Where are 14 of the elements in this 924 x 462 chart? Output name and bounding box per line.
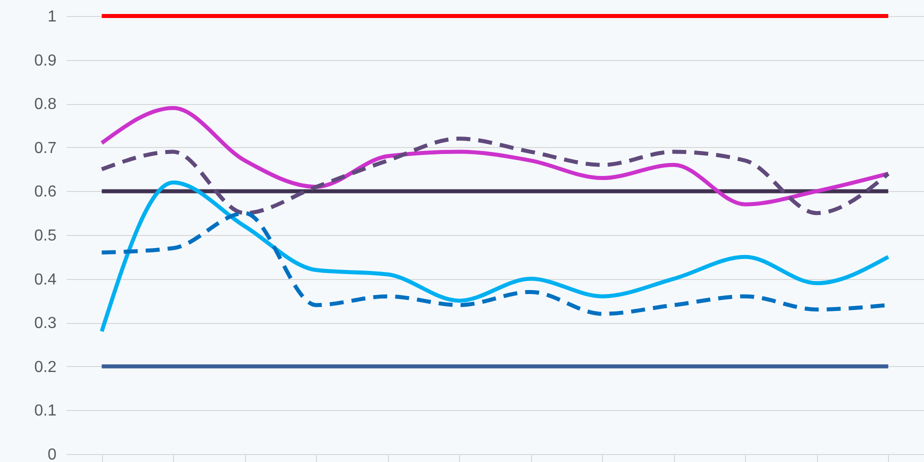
y-tick-label: 1: [48, 8, 57, 26]
y-tick-label: 0.4: [34, 271, 57, 288]
line-series: [100, 180, 890, 334]
y-tick-label: 0.7: [34, 140, 57, 157]
y-tick-label: 0.2: [34, 358, 57, 376]
y-tick-label: 0.5: [34, 228, 57, 244]
y-tick-label: 0.8: [34, 96, 57, 114]
line-series: [100, 106, 890, 206]
y-tick-label: 0.9: [34, 52, 57, 70]
y-tick-label: 0.3: [34, 315, 57, 332]
y-tick-label: 0.1: [34, 402, 57, 420]
line-series: [100, 136, 890, 216]
y-tick-label: 0.6: [34, 184, 57, 201]
y-tick-label: 0: [48, 446, 57, 462]
